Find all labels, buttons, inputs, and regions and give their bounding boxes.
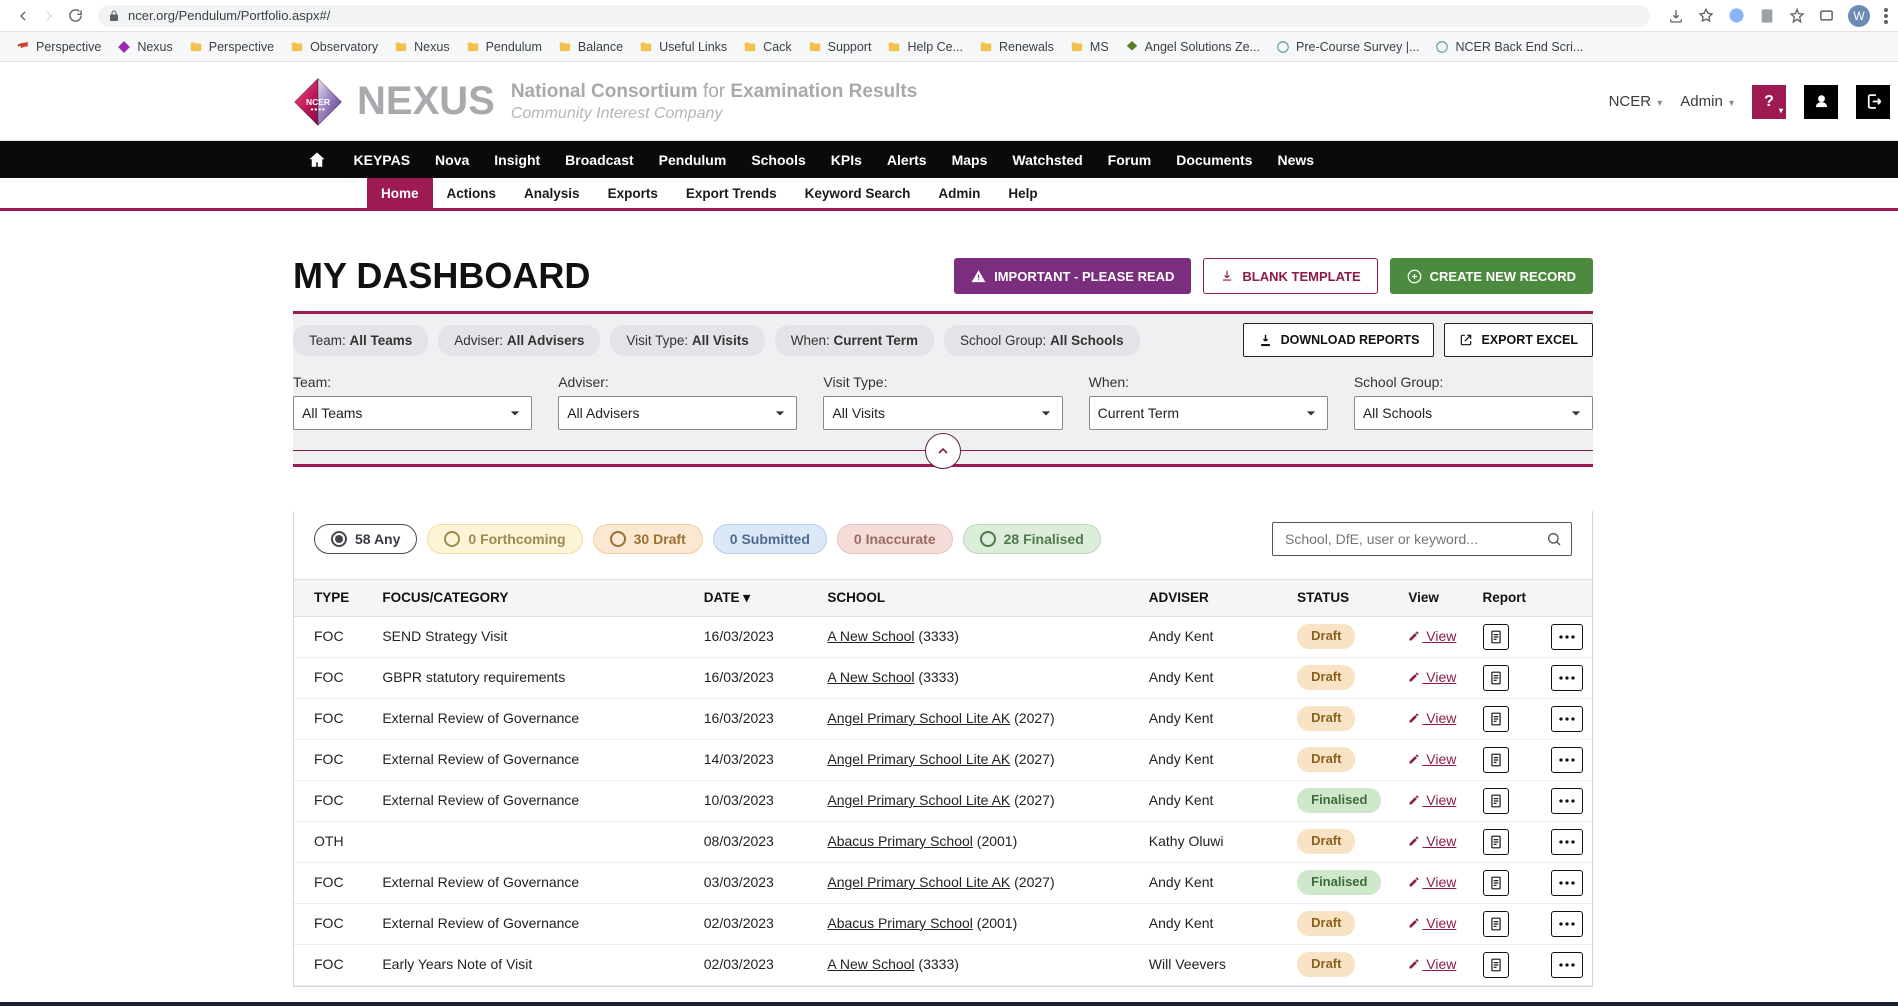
svg-text:NCER: NCER	[306, 97, 330, 107]
svg-text:●●●●: ●●●●	[310, 107, 325, 113]
